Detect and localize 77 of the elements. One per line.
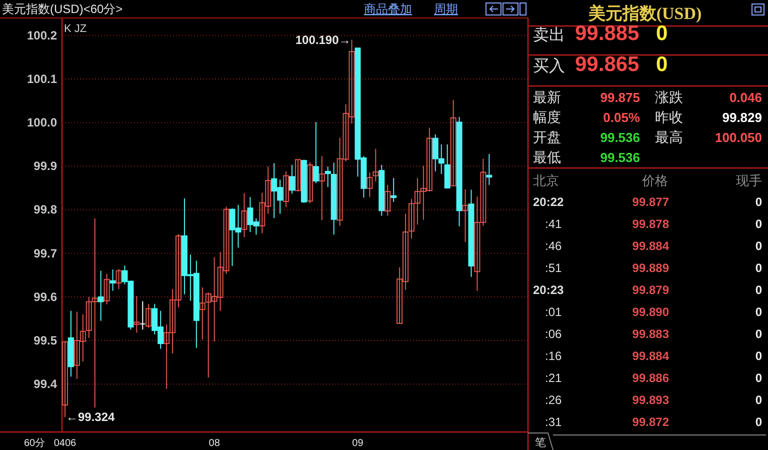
- text: 0: [656, 22, 668, 45]
- text: 99.877: [632, 195, 670, 209]
- text: 99.872: [632, 415, 670, 429]
- y-tick-label: 100.1: [26, 72, 58, 86]
- text: 99.878: [632, 217, 670, 231]
- text: 最高: [655, 129, 683, 145]
- text: 100.050: [715, 130, 762, 145]
- text: 0: [755, 195, 762, 209]
- text: 商品叠加: [364, 2, 412, 16]
- text: 0: [755, 393, 762, 407]
- text: 0: [755, 371, 762, 385]
- text: 0: [755, 239, 762, 253]
- text: 99.536: [600, 150, 640, 165]
- text: 0.05%: [603, 110, 640, 125]
- text: 99.883: [632, 327, 670, 341]
- text: 99.884: [632, 239, 670, 253]
- text: :21: [545, 371, 562, 385]
- x-tick-label: 08: [208, 438, 220, 449]
- y-tick-label: 99.6: [34, 290, 58, 304]
- text: 0: [755, 261, 762, 275]
- text: 99.890: [632, 305, 670, 319]
- text: 99.886: [632, 371, 670, 385]
- y-tick-label: 99.9: [34, 159, 58, 174]
- text: :16: [545, 349, 562, 363]
- y-tick-label: 100.2: [26, 28, 58, 42]
- text: 0: [755, 305, 762, 319]
- text: 0: [755, 327, 762, 341]
- text: 20:22: [533, 195, 564, 209]
- text: 买入: [533, 57, 565, 75]
- y-tick-label: 100.0: [26, 116, 58, 130]
- text: 最低: [533, 149, 561, 165]
- text: 0.046: [729, 90, 762, 105]
- text: 99.879: [632, 283, 670, 297]
- annotation: 100.190→: [295, 32, 351, 47]
- text: 0: [755, 415, 762, 429]
- text: :41: [545, 217, 562, 231]
- y-tick-label: 99.7: [34, 246, 58, 260]
- annotation: ←99.324: [66, 410, 116, 424]
- text: 昨收: [655, 109, 683, 125]
- text: :26: [545, 393, 562, 407]
- text: 20:23: [533, 283, 564, 297]
- text: 北京: [533, 173, 559, 188]
- annotation: K JZ: [64, 23, 87, 35]
- text: 99.893: [632, 393, 670, 407]
- text: 0: [755, 349, 762, 363]
- text: 卖出: [533, 26, 565, 44]
- text: 0: [656, 53, 668, 76]
- text: :06: [545, 327, 562, 341]
- chart-title: 美元指数(USD)<60分>: [2, 2, 123, 16]
- text: 0: [755, 217, 762, 231]
- text: :31: [545, 415, 562, 429]
- y-tick-label: 99.5: [34, 333, 58, 348]
- text: :46: [545, 239, 562, 253]
- text: 60分: [24, 437, 46, 449]
- text: 99.889: [632, 261, 670, 275]
- x-tick-label: 0406: [54, 438, 77, 449]
- text: 涨跌: [655, 89, 683, 105]
- text: 99.875: [600, 90, 640, 105]
- text: 美元指数(USD): [587, 4, 702, 23]
- text: 99.536: [600, 130, 640, 145]
- text: 99.884: [632, 349, 670, 363]
- text: 周期: [434, 2, 458, 16]
- text: 开盘: [533, 129, 561, 145]
- text: 最新: [533, 89, 561, 105]
- y-tick-label: 99.4: [34, 377, 58, 392]
- text: 现手: [736, 173, 762, 188]
- text: 99.829: [722, 110, 762, 125]
- text: :51: [545, 261, 562, 275]
- text: 99.865: [575, 53, 640, 76]
- text: :01: [545, 305, 562, 319]
- x-tick-label: 09: [352, 438, 364, 449]
- text: 价格: [641, 173, 668, 188]
- text: 幅度: [533, 109, 561, 125]
- text: 0: [755, 283, 762, 297]
- text: 笔: [535, 437, 546, 449]
- text: 99.885: [575, 22, 640, 45]
- y-tick-label: 99.8: [34, 202, 58, 217]
